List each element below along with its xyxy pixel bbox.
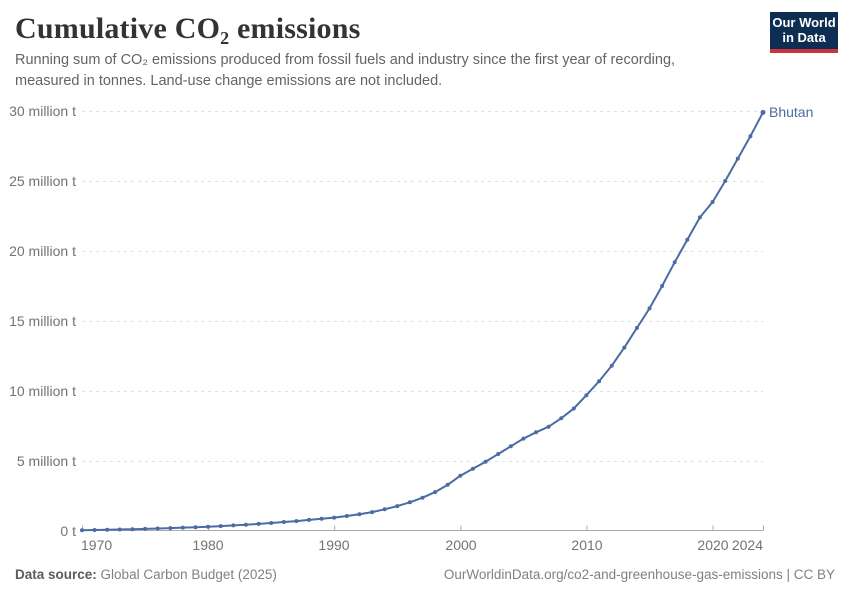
- data-source-label: Data source:: [15, 567, 97, 582]
- x-axis-tick-label: 1970: [81, 537, 113, 553]
- y-axis-tick-label: 30 million t: [9, 103, 76, 119]
- series-label-bhutan[interactable]: Bhutan: [769, 104, 814, 120]
- data-source-note: Data source: Global Carbon Budget (2025): [15, 567, 277, 582]
- data-source-value: Global Carbon Budget (2025): [100, 567, 277, 582]
- owid-logo-line1: Our World: [772, 15, 836, 30]
- x-axis-tick-label: 2024: [731, 537, 763, 553]
- x-axis-tick-label: 2020: [697, 537, 729, 553]
- page-title: Cumulative CO₂ emissions: [15, 12, 361, 45]
- y-axis-tick-label: 20 million t: [9, 243, 76, 259]
- citation-link[interactable]: OurWorldinData.org/co2-and-greenhouse-ga…: [443, 567, 835, 582]
- x-axis-tick-label: 1990: [318, 537, 350, 553]
- y-axis-tick-label: 0 t: [60, 523, 76, 539]
- owid-logo-line2: in Data: [782, 30, 826, 45]
- x-axis-tick-label: 2000: [445, 537, 477, 553]
- x-axis-tick-label: 1980: [192, 537, 224, 553]
- y-axis-tick-label: 25 million t: [9, 173, 76, 189]
- owid-logo[interactable]: Our World in Data: [770, 12, 838, 53]
- y-axis-tick-label: 5 million t: [16, 453, 76, 469]
- x-axis-tick-label: 2010: [571, 537, 603, 553]
- y-axis-tick-label: 15 million t: [9, 313, 76, 329]
- chart-subtitle: Running sum of CO₂ emissions produced fr…: [15, 52, 676, 89]
- y-axis-tick-label: 10 million t: [9, 383, 76, 399]
